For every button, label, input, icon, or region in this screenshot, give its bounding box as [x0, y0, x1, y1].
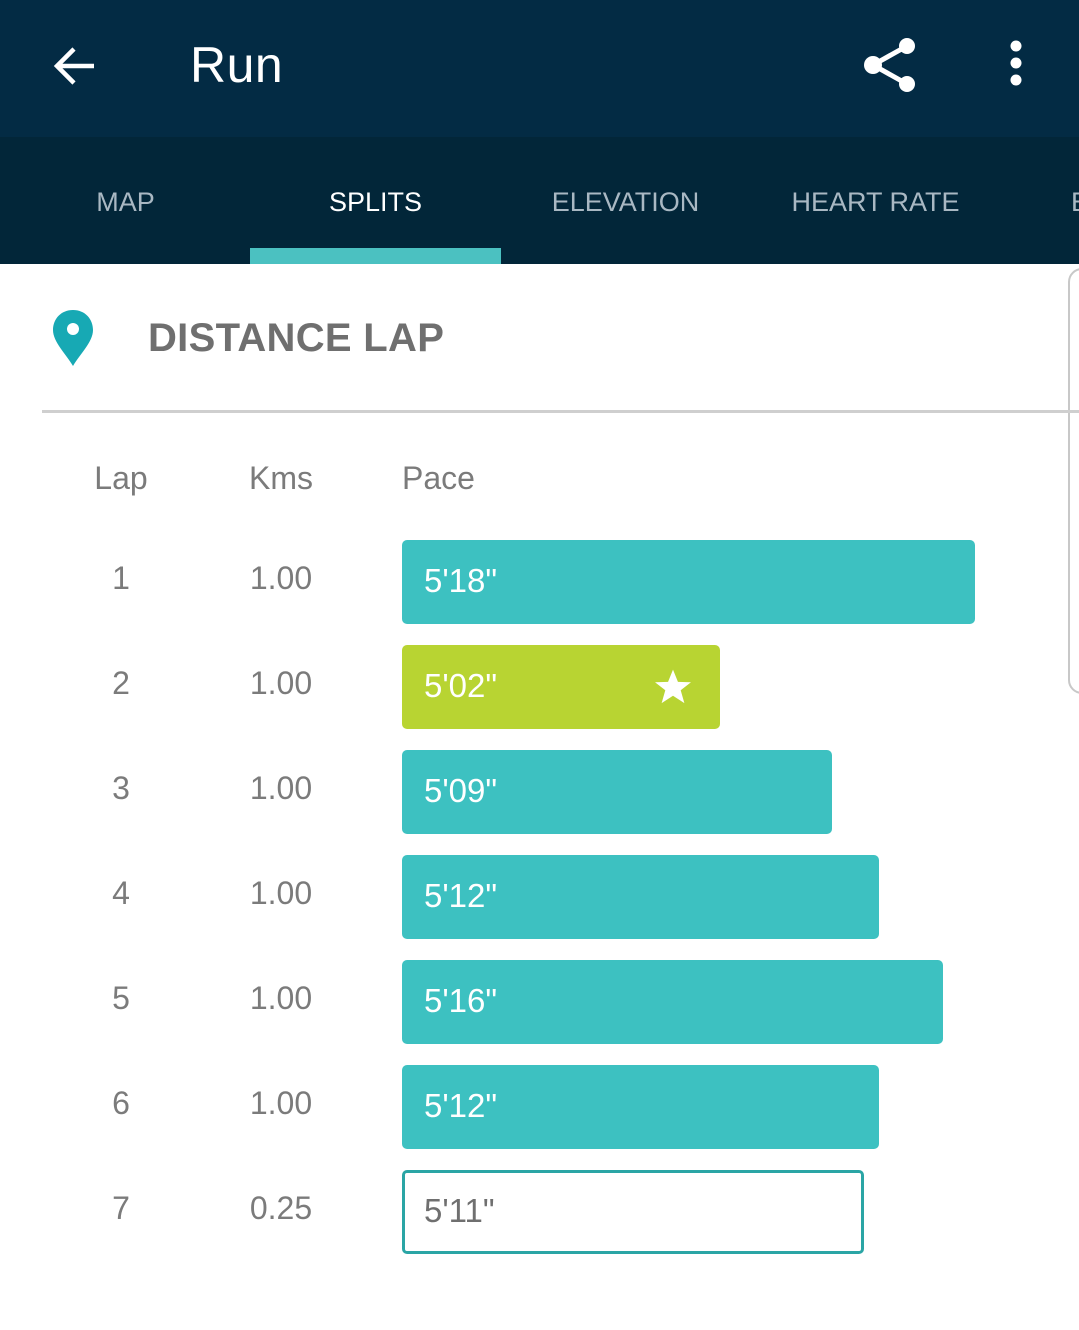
tab-label: ELEVATION [551, 187, 700, 217]
tab-splits[interactable]: SPLITS [250, 137, 501, 264]
split-row: 2 1.00 5'02" [0, 645, 1079, 729]
page-title: Run [190, 37, 284, 93]
tab-bar: MAP SPLITS ELEVATION HEART RATE E [0, 137, 1079, 264]
lap-number: 5 [112, 980, 130, 1016]
split-row: 6 1.00 5'12" [0, 1065, 1079, 1149]
split-row: 4 1.00 5'12" [0, 855, 1079, 939]
lap-number: 4 [112, 875, 130, 911]
more-vert-icon[interactable] [1000, 38, 1032, 92]
column-header-lap: Lap [94, 460, 148, 496]
pace-value: 5'02" [424, 667, 498, 704]
tab-heart-rate[interactable]: HEART RATE [750, 137, 1001, 264]
column-header-kms: Kms [249, 460, 313, 496]
split-row: 7 0.25 5'11" [0, 1170, 1079, 1254]
lap-distance: 1.00 [249, 1085, 313, 1121]
pace-bar-partial[interactable]: 5'11" [402, 1170, 864, 1254]
pace-bar[interactable]: 5'12" [402, 855, 879, 939]
tab-label: MAP [96, 187, 155, 217]
lap-distance: 1.00 [249, 665, 313, 701]
pace-value: 5'18" [424, 562, 498, 599]
pace-bar[interactable]: 5'12" [402, 1065, 879, 1149]
tab-elevation[interactable]: ELEVATION [500, 137, 751, 264]
lap-number: 6 [112, 1085, 130, 1121]
column-header-pace: Pace [402, 460, 475, 496]
lap-number: 7 [112, 1190, 130, 1226]
tab-partial[interactable]: E [1071, 137, 1079, 264]
tab-label: E [1071, 187, 1079, 217]
arrow-back-icon[interactable] [48, 40, 100, 92]
pace-bar[interactable]: 5'18" [402, 540, 975, 624]
lap-distance: 1.00 [249, 980, 313, 1016]
location-pin-icon [53, 310, 93, 366]
tab-label: HEART RATE [791, 187, 960, 217]
split-row: 3 1.00 5'09" [0, 750, 1079, 834]
section-title: DISTANCE LAP [148, 316, 445, 360]
star-icon [655, 669, 691, 704]
split-row: 1 1.00 5'18" [0, 540, 1079, 624]
pace-value: 5'11" [424, 1192, 495, 1229]
pace-value: 5'09" [424, 772, 498, 809]
splits-content: DISTANCE LAP Lap Kms Pace 1 1.00 5'18" 2… [0, 264, 1079, 1330]
lap-distance: 1.00 [249, 560, 313, 596]
lap-distance: 1.00 [249, 875, 313, 911]
lap-number: 3 [112, 770, 130, 806]
split-row: 5 1.00 5'16" [0, 960, 1079, 1044]
lap-distance: 1.00 [249, 770, 313, 806]
pace-bar-best[interactable]: 5'02" [402, 645, 720, 729]
share-icon[interactable] [860, 34, 922, 96]
lap-number: 1 [112, 560, 130, 596]
pace-bar[interactable]: 5'09" [402, 750, 832, 834]
divider [42, 410, 1079, 413]
lap-distance: 0.25 [249, 1190, 313, 1226]
pace-value: 5'12" [424, 1087, 498, 1124]
active-tab-indicator [250, 248, 501, 264]
pace-value: 5'12" [424, 877, 498, 914]
app-bar: Run [0, 0, 1079, 137]
pace-value: 5'16" [424, 982, 498, 1019]
section-header: DISTANCE LAP [0, 264, 1079, 413]
pace-bar[interactable]: 5'16" [402, 960, 943, 1044]
lap-number: 2 [112, 665, 130, 701]
tab-map[interactable]: MAP [0, 137, 251, 264]
tab-label: SPLITS [328, 187, 423, 217]
